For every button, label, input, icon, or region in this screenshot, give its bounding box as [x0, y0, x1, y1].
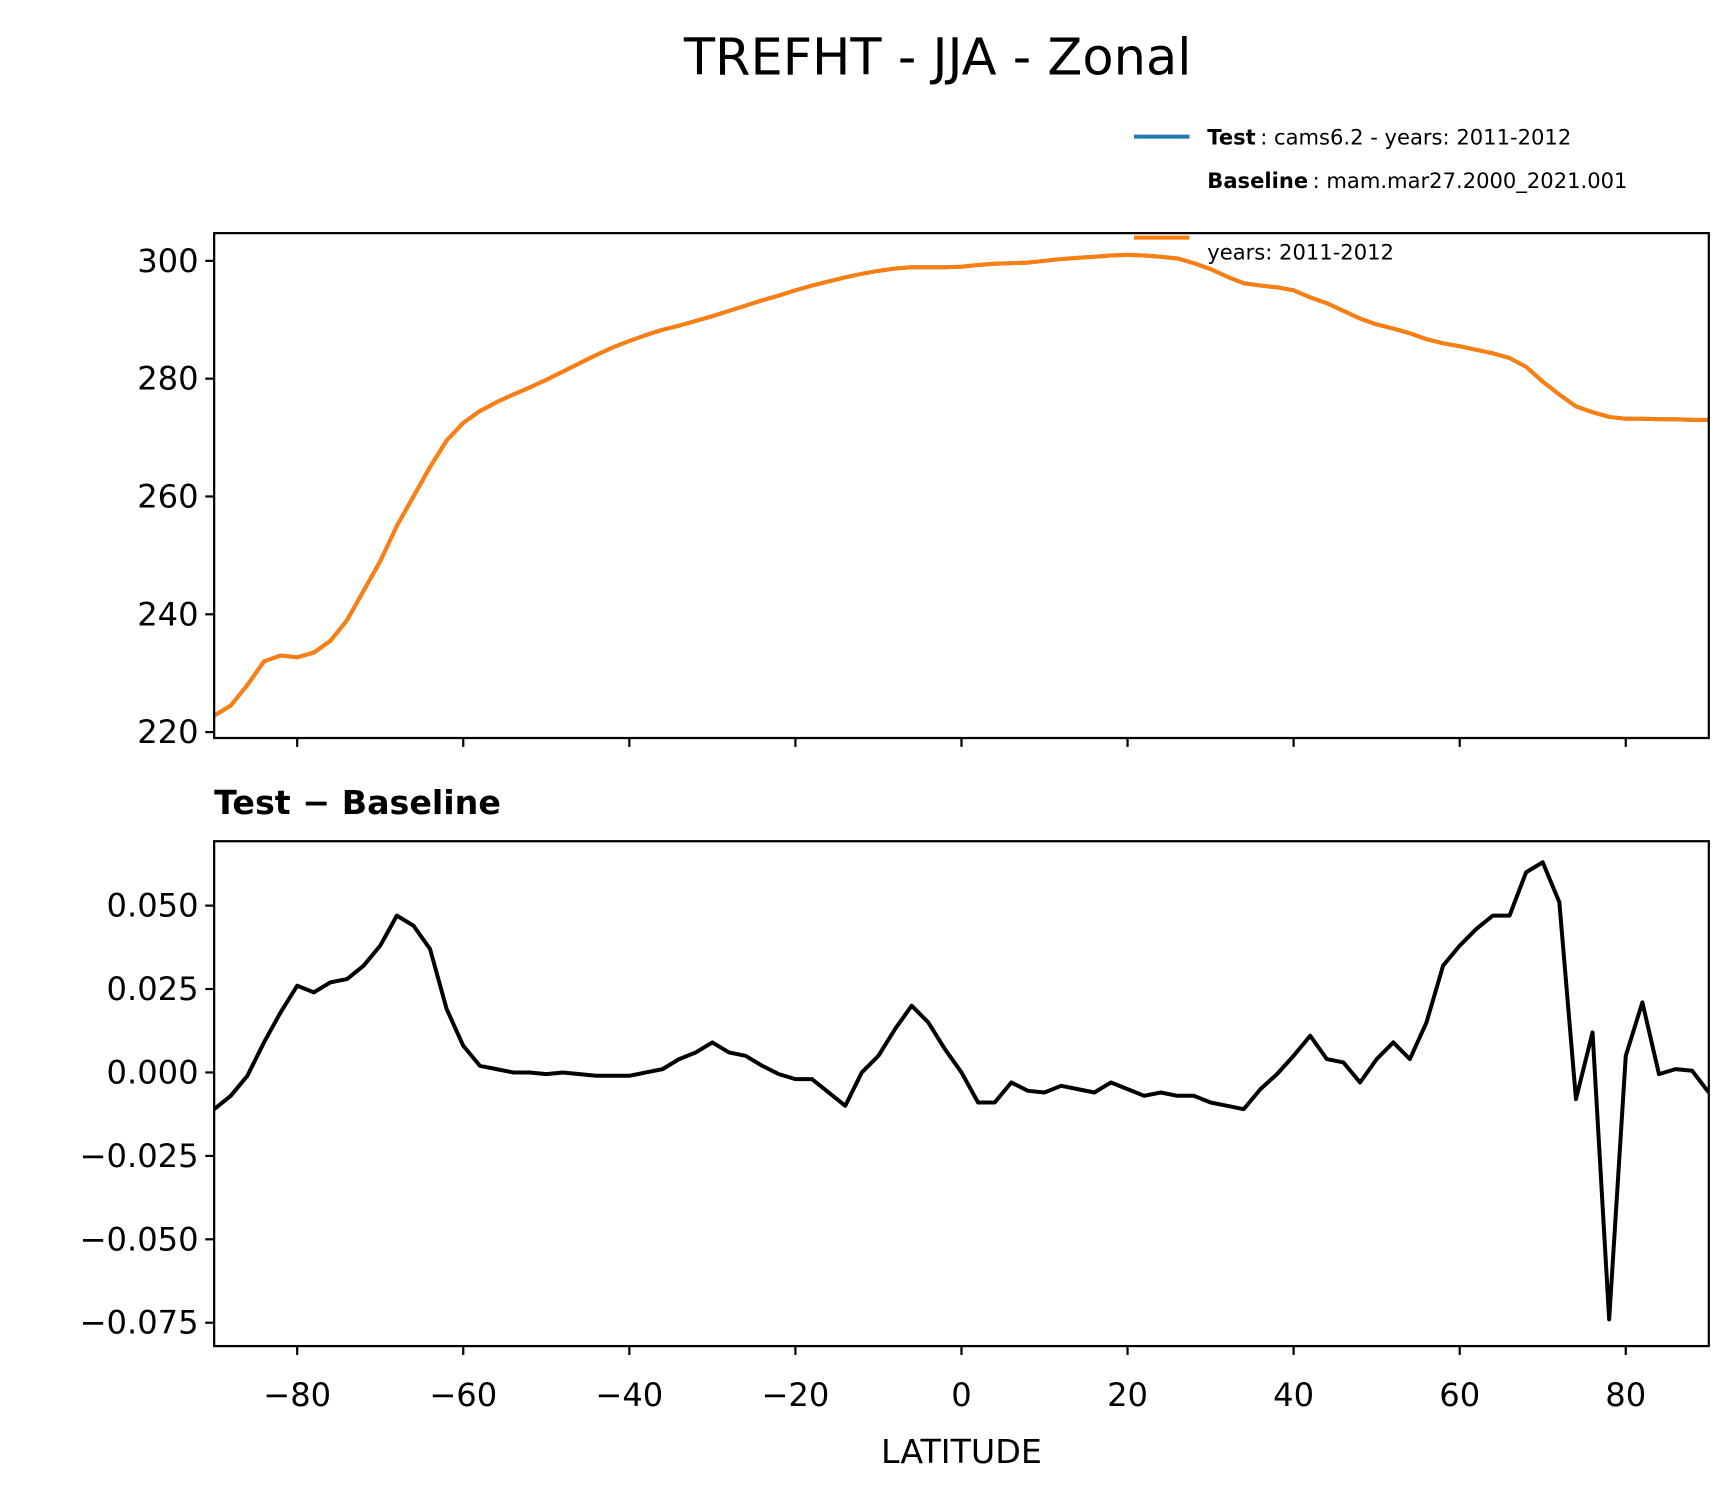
x-tick-label: 20 [1107, 1376, 1148, 1414]
y-tick-label: 0.025 [107, 970, 199, 1008]
legend-name: Test [1207, 124, 1256, 149]
data-line [214, 252, 1709, 718]
x-tick-label: −80 [263, 1376, 331, 1414]
y-tick-label: −0.025 [80, 1137, 199, 1175]
y-tick-label: 280 [137, 360, 198, 398]
x-tick-label: 80 [1605, 1376, 1646, 1414]
x-tick-label: −20 [761, 1376, 829, 1414]
figure-title: TREFHT - JJA - Zonal [683, 28, 1192, 87]
x-tick-label: 60 [1439, 1376, 1480, 1414]
legend-entry: Test: cams6.2 - years: 2011-2012 [1207, 124, 1571, 149]
legend-label: : cams6.2 - years: 2011-2012 [1260, 124, 1571, 149]
x-tick-label: −60 [429, 1376, 497, 1414]
panel-title: Test − Baseline [214, 783, 501, 822]
y-tick-label: 0.000 [107, 1053, 199, 1091]
x-tick-label: 0 [951, 1376, 971, 1414]
y-tick-label: −0.075 [80, 1304, 199, 1342]
y-tick-label: 240 [137, 595, 198, 633]
data-line [214, 860, 1709, 1322]
y-tick-label: 220 [137, 713, 198, 751]
y-tick-label: 0.050 [107, 887, 199, 925]
plot-area [214, 233, 1709, 739]
legend-label: : mam.mar27.2000_2021.001 [1313, 167, 1628, 193]
plot-frame [213, 840, 1710, 1348]
legend-entry: Baseline: mam.mar27.2000_2021.001 [1207, 167, 1627, 193]
plot-area [214, 841, 1709, 1347]
x-tick-label: 40 [1273, 1376, 1314, 1414]
y-tick-label: 300 [137, 242, 198, 280]
legend-name: Baseline [1207, 167, 1308, 192]
y-tick-label: −0.050 [80, 1220, 199, 1258]
legend-label-line2: years: 2011-2012 [1207, 240, 1394, 265]
x-tick-label: −40 [595, 1376, 663, 1414]
y-tick-label: 260 [137, 477, 198, 515]
plot-frame [213, 232, 1710, 740]
x-axis-label: LATITUDE [881, 1432, 1042, 1471]
